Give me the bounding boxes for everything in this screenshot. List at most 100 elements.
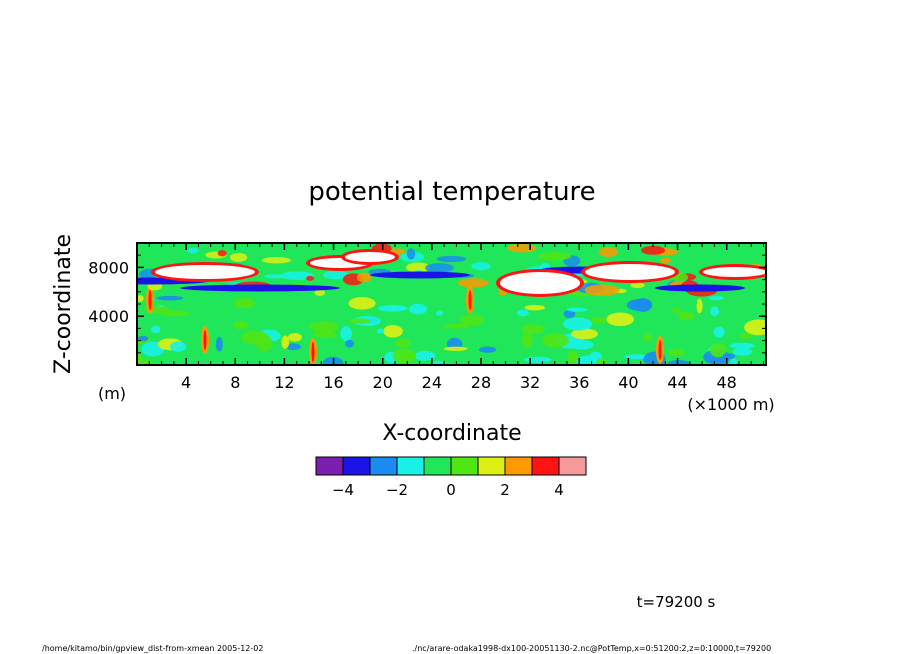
field-patch-upper	[314, 289, 326, 296]
field-patch	[524, 304, 545, 311]
field-white	[500, 272, 580, 294]
field-patch	[562, 317, 593, 331]
x-axis-ticks: 4 8 12 16 20 24 28 32 36 40 44 48	[148, 243, 765, 392]
colorbar-swatch	[369, 456, 398, 476]
field-patch	[309, 321, 339, 333]
field-patch-upper	[598, 246, 619, 258]
colorbar-tick-label: 4	[554, 481, 564, 499]
colorbar-tick-label: 2	[500, 481, 510, 499]
field-patch	[169, 341, 187, 352]
field-patch-upper	[436, 255, 467, 263]
field-patch	[574, 344, 584, 350]
field-patch	[383, 324, 403, 338]
field-patch	[523, 356, 552, 363]
field-plume-core	[148, 290, 152, 310]
colorbar-tick-label: −4	[332, 481, 354, 499]
colorbar-swatch	[450, 456, 479, 476]
field-patch	[713, 326, 725, 338]
field-patch	[722, 353, 736, 360]
x-tick-label: 32	[520, 373, 540, 392]
field-patch	[643, 333, 653, 342]
field-patch	[732, 347, 753, 356]
field-white	[155, 265, 255, 279]
field-patch	[478, 346, 497, 353]
field-patch-upper	[229, 252, 248, 262]
colorbar	[315, 456, 587, 476]
colorbar-swatch	[423, 456, 452, 476]
field-patch-upper	[356, 272, 372, 283]
field-patch	[233, 297, 256, 309]
colorbar-swatch	[342, 456, 371, 476]
field-patch	[137, 295, 144, 302]
field-patch	[591, 317, 608, 324]
field-patch	[392, 348, 417, 364]
field-patch	[566, 307, 588, 312]
field-patch	[215, 336, 223, 352]
x-tick-label: 28	[471, 373, 491, 392]
field-patch-upper	[540, 263, 550, 270]
field-patch	[567, 350, 579, 365]
field-patch-upper	[279, 271, 315, 280]
field-patch	[740, 332, 753, 340]
field-patch-upper	[538, 252, 572, 261]
field-plume-core	[311, 342, 315, 362]
x-tick-label: 4	[181, 373, 191, 392]
field-patch	[571, 328, 598, 340]
colorbar-tick-labels: −4 −2 0 2 4	[332, 481, 564, 499]
field-patch-upper	[659, 257, 672, 264]
field-patch	[443, 323, 471, 329]
colorbar-swatch	[531, 456, 560, 476]
field-structures	[137, 243, 766, 365]
field-white	[345, 252, 395, 262]
colorbar-swatch	[396, 456, 425, 476]
field-patch	[241, 330, 269, 345]
x-tick-label: 20	[373, 373, 393, 392]
field-patch	[435, 310, 444, 316]
field-patch	[671, 307, 682, 314]
x-tick-label: 8	[230, 373, 240, 392]
field-strip	[180, 284, 340, 292]
colorbar-swatch	[477, 456, 506, 476]
time-label: t=79200 s	[637, 593, 716, 611]
y-tick-label: 4000	[88, 307, 129, 326]
field-patch-upper	[306, 275, 315, 281]
field-patch	[345, 339, 354, 348]
field-patch	[348, 297, 376, 310]
field-patch-upper	[217, 250, 227, 257]
field-patch	[156, 295, 184, 301]
x-tick-label: 48	[717, 373, 737, 392]
field-patch	[667, 348, 685, 357]
field-patch	[634, 298, 653, 312]
y-tick-label: 8000	[88, 258, 129, 277]
field-patch	[696, 298, 703, 314]
x-axis-title: X-coordinate	[382, 421, 521, 446]
colorbar-tick-label: 0	[446, 481, 456, 499]
field-patch	[408, 303, 428, 315]
colorbar-swatch	[315, 456, 344, 476]
field-patch	[624, 354, 650, 360]
field-patch-upper	[264, 274, 285, 279]
field-patch	[285, 343, 301, 351]
field-patch	[563, 309, 576, 319]
field-patch	[376, 328, 385, 334]
field-patch	[460, 314, 485, 326]
field-patch	[137, 335, 149, 342]
colorbar-swatch	[558, 456, 587, 476]
y-unit-label: (m)	[98, 384, 126, 403]
field-patch	[708, 295, 725, 301]
x-tick-label: 40	[618, 373, 638, 392]
field-patch	[443, 346, 468, 351]
field-patch	[377, 304, 408, 312]
field-patch	[521, 324, 545, 335]
footer-left: /home/kitamo/bin/gpview_dist-from-xmean …	[42, 644, 263, 653]
chart-title: potential temperature	[308, 177, 595, 207]
x-tick-label: 36	[569, 373, 589, 392]
field-patch	[516, 309, 529, 317]
field-white	[585, 264, 675, 280]
x-tick-label: 12	[274, 373, 294, 392]
field-patch	[395, 338, 411, 348]
field-patch	[709, 342, 727, 358]
field-patch	[729, 342, 755, 349]
field-patch	[160, 310, 191, 317]
